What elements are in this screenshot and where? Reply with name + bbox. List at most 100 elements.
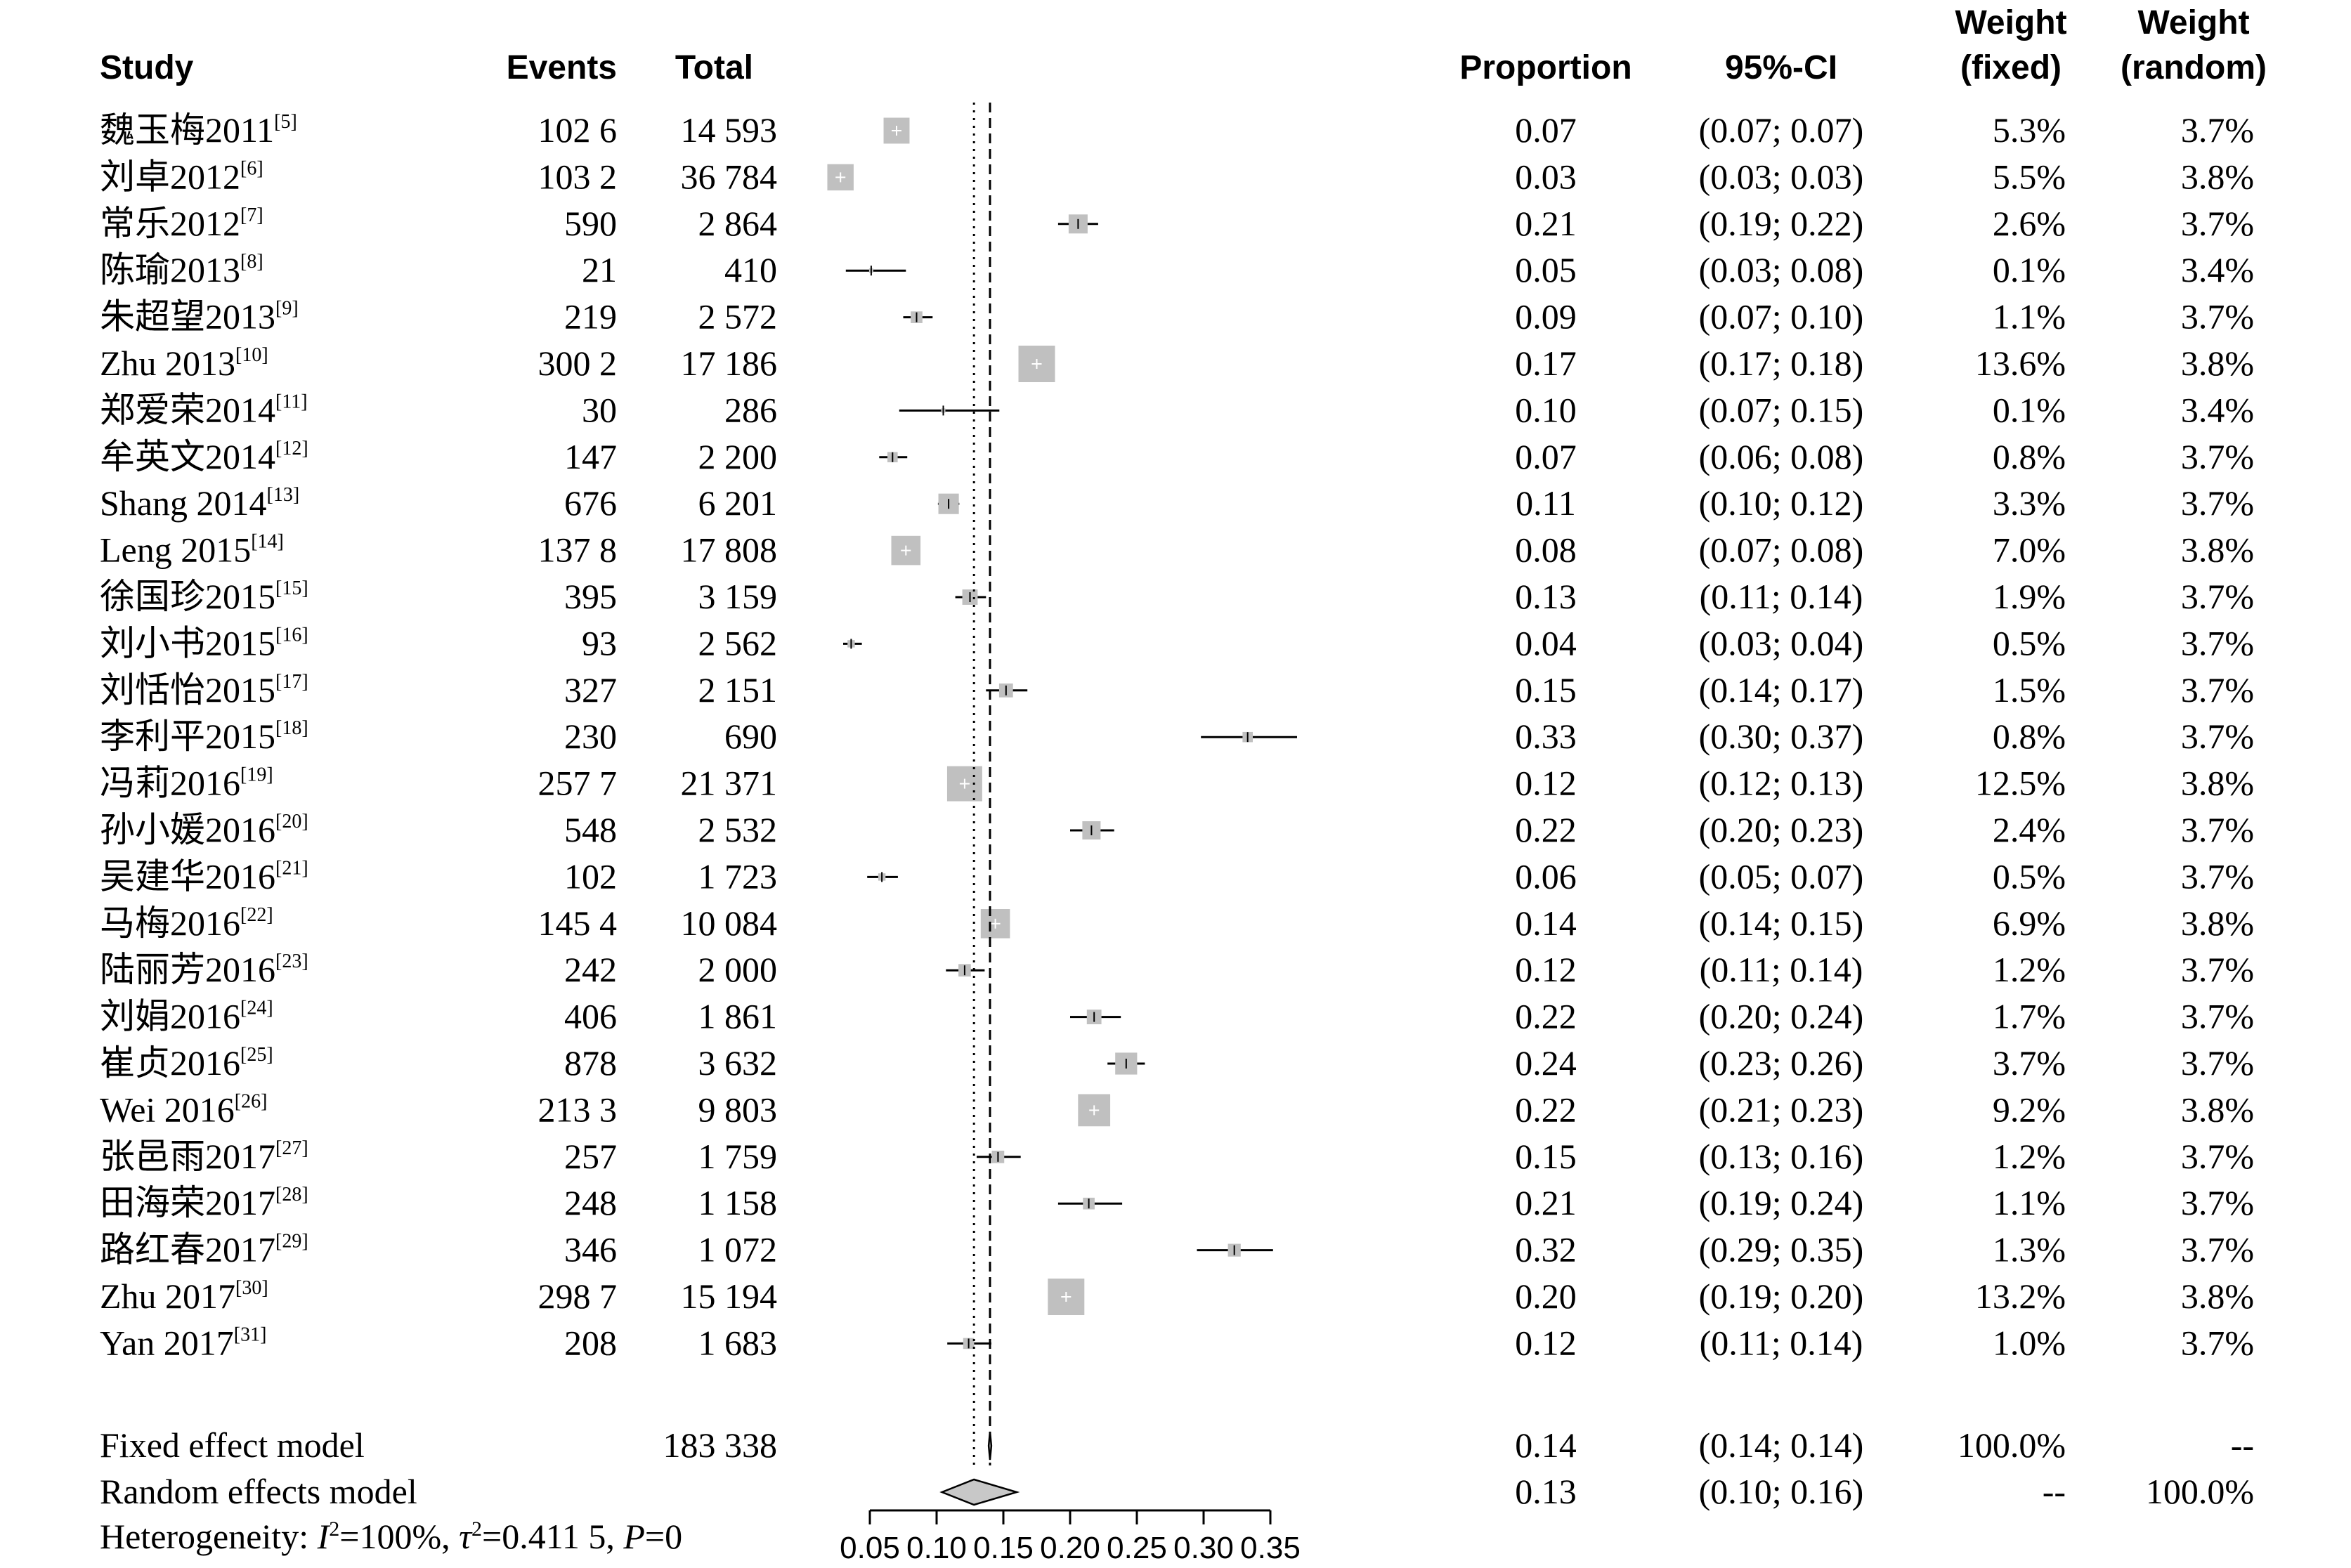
study-events: 257: [564, 1137, 617, 1176]
study-reference: [7]: [240, 204, 263, 226]
study-weight-fixed: 5.5%: [1993, 157, 2066, 196]
study-weight-random: 3.4%: [2181, 250, 2254, 289]
study-reference: [15]: [275, 577, 308, 599]
study-total: 36 784: [681, 157, 778, 196]
study-name: 陈瑜2013[8]: [100, 250, 263, 289]
study-weight-fixed: 7.0%: [1993, 530, 2066, 570]
study-label: 陈瑜2013: [100, 250, 240, 289]
study-weight-fixed: 1.1%: [1993, 1183, 2066, 1222]
study-proportion: 0.21: [1515, 204, 1577, 243]
study-weight-fixed: 2.6%: [1993, 204, 2066, 243]
study-label: 孙小媛2016: [100, 810, 275, 849]
x-tick-label: 0.15: [973, 1531, 1034, 1565]
study-reference: [26]: [235, 1090, 268, 1112]
study-total: 3 159: [698, 577, 778, 616]
study-events: 248: [564, 1183, 617, 1222]
study-total: 17 808: [681, 530, 778, 570]
study-proportion: 0.04: [1515, 623, 1577, 662]
study-proportion: 0.05: [1515, 250, 1577, 289]
study-label: 徐国珍2015: [100, 577, 275, 616]
study-total: 2 200: [698, 437, 778, 476]
study-reference: [24]: [240, 998, 273, 1019]
study-total: 2 572: [698, 297, 778, 337]
study-name: 田海荣2017[28]: [100, 1183, 308, 1222]
x-tick-label: 0.35: [1240, 1531, 1301, 1565]
study-reference: [23]: [275, 950, 308, 972]
study-reference: [21]: [275, 857, 308, 879]
study-events: 327: [564, 670, 617, 710]
study-weight-fixed: 2.4%: [1993, 810, 2066, 849]
study-ci: (0.05; 0.07): [1699, 856, 1864, 896]
study-events: 137 8: [538, 530, 618, 570]
study-label: 张邑雨2017: [100, 1137, 275, 1176]
study-weight-random: 3.7%: [2181, 1323, 2254, 1362]
study-weight-fixed: 1.2%: [1993, 950, 2066, 989]
study-total: 2 532: [698, 810, 778, 849]
study-proportion: 0.20: [1515, 1276, 1577, 1316]
study-events: 103 2: [538, 157, 618, 196]
study-ci: (0.12; 0.13): [1699, 764, 1864, 803]
x-tick-label: 0.20: [1040, 1531, 1100, 1565]
study-proportion: 0.13: [1515, 577, 1577, 616]
header-weight-fixed-1: Weight: [1955, 4, 2066, 41]
study-total: 1 158: [698, 1183, 778, 1222]
study-label: 路红春2017: [100, 1230, 275, 1269]
study-ci: (0.23; 0.26): [1699, 1043, 1864, 1083]
study-weight-random: 3.7%: [2181, 1043, 2254, 1083]
study-label: Shang 2014: [100, 483, 267, 523]
study-name: 冯莉2016[19]: [100, 764, 273, 803]
study-ci: (0.11; 0.14): [1700, 1323, 1863, 1362]
summary-rows: Fixed effect model 183 338 0.14 (0.14; 0.14…: [100, 1425, 2254, 1511]
study-weight-random: 3.7%: [2181, 950, 2254, 989]
study-weight-fixed: 13.6%: [1975, 344, 2066, 383]
fixed-model-total: 183 338: [663, 1425, 778, 1465]
study-weight-random: 3.7%: [2181, 437, 2254, 476]
study-ci: (0.20; 0.23): [1699, 810, 1864, 849]
study-total: 690: [724, 717, 777, 756]
study-weight-random: 3.7%: [2181, 483, 2254, 523]
study-name: 马梅2016[22]: [100, 903, 273, 943]
study-weight-fixed: 3.3%: [1993, 483, 2066, 523]
study-weight-fixed: 9.2%: [1993, 1090, 2066, 1129]
study-ci: (0.03; 0.03): [1699, 157, 1864, 196]
study-weight-fixed: 0.5%: [1993, 856, 2066, 896]
study-total: 3 632: [698, 1043, 778, 1083]
study-weight-random: 3.8%: [2181, 344, 2254, 383]
study-weight-fixed: 3.7%: [1993, 1043, 2066, 1083]
study-proportion: 0.14: [1515, 903, 1577, 943]
study-reference: [19]: [240, 764, 273, 786]
study-weight-fixed: 0.8%: [1993, 717, 2066, 756]
study-proportion: 0.08: [1515, 530, 1577, 570]
study-name: Shang 2014[13]: [100, 483, 299, 523]
study-events: 406: [564, 997, 617, 1036]
study-reference: [16]: [275, 624, 308, 646]
study-label: 田海荣2017: [100, 1183, 275, 1222]
study-total: 1 723: [698, 856, 778, 896]
study-reference: [18]: [275, 717, 308, 739]
study-weight-random: 3.7%: [2181, 1137, 2254, 1176]
study-events: 676: [564, 483, 617, 523]
study-total: 21 371: [681, 764, 778, 803]
study-proportion: 0.33: [1515, 717, 1577, 756]
x-tick-label: 0.30: [1173, 1531, 1234, 1565]
study-weight-fixed: 12.5%: [1975, 764, 2066, 803]
heterogeneity-tau-exp: 2: [471, 1517, 482, 1541]
study-reference: [22]: [240, 904, 273, 926]
study-name: 孙小媛2016[20]: [100, 810, 308, 849]
study-name: Zhu 2017[30]: [100, 1276, 268, 1316]
study-ci: (0.07; 0.15): [1699, 390, 1864, 429]
study-weight-fixed: 1.1%: [1993, 297, 2066, 337]
fixed-model-weight-fixed: 100.0%: [1958, 1425, 2066, 1465]
study-ci: (0.03; 0.04): [1699, 623, 1864, 662]
study-weight-random: 3.7%: [2181, 110, 2254, 150]
study-reference: [29]: [275, 1231, 308, 1253]
study-ci: (0.07; 0.08): [1699, 530, 1864, 570]
study-proportion: 0.09: [1515, 297, 1577, 337]
study-total: 1 759: [698, 1137, 778, 1176]
study-weight-random: 3.8%: [2181, 530, 2254, 570]
study-proportion: 0.15: [1515, 670, 1577, 710]
study-weight-fixed: 6.9%: [1993, 903, 2066, 943]
study-proportion: 0.12: [1515, 764, 1577, 803]
study-label: 刘娟2016: [100, 997, 240, 1036]
